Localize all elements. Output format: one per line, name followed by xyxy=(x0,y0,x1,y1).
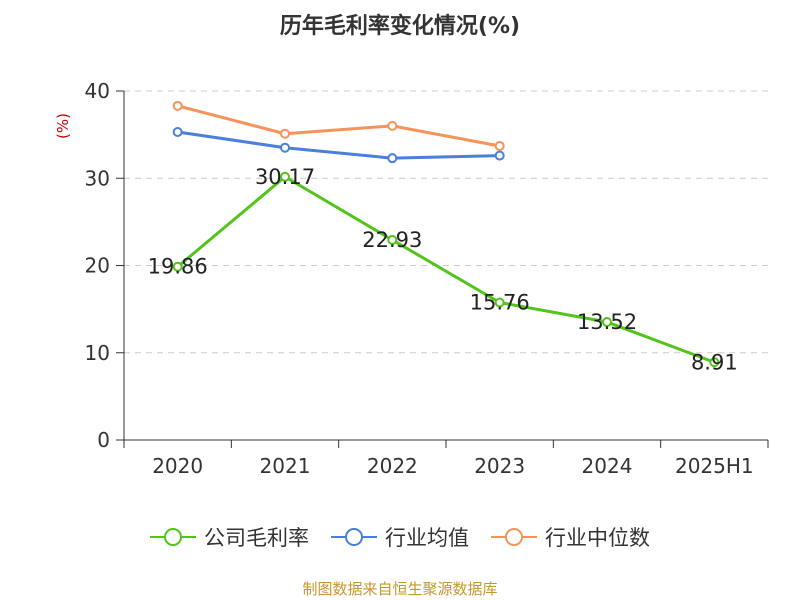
series-line-2 xyxy=(177,104,500,148)
axes xyxy=(116,90,769,448)
legend-label-industry-avg: 行业均值 xyxy=(385,526,469,550)
legend-marker-industry-median xyxy=(491,528,537,546)
line-chart: 0 10 20 30 40 2020 2021 2022 2023 2024 2025H1 (%)… xyxy=(54,79,769,478)
data-point xyxy=(172,127,183,138)
data-label: 15.76 xyxy=(470,290,530,314)
data-label: 8.91 xyxy=(691,350,738,374)
data-label: 30.17 xyxy=(255,165,315,189)
y-tick-label: 40 xyxy=(85,79,110,103)
x-tick-label: 2022 xyxy=(367,454,418,478)
data-point xyxy=(387,120,398,131)
data-point xyxy=(172,261,183,272)
data-point xyxy=(280,142,290,153)
y-axis-label: (%) xyxy=(54,113,72,139)
data-point xyxy=(387,234,398,245)
y-tick-label: 0 xyxy=(97,428,110,452)
data-point xyxy=(602,317,612,328)
source-note: 制图数据来自恒生聚源数据库 xyxy=(302,580,498,598)
legend-item-industry-median[interactable]: 行业中位数 xyxy=(491,522,650,552)
series-group xyxy=(172,100,720,368)
data-point xyxy=(280,171,290,182)
chart-title: 历年毛利率变化情况(%) xyxy=(279,14,521,39)
legend-item-industry-avg[interactable]: 行业均值 xyxy=(331,522,469,552)
data-point xyxy=(280,128,290,139)
x-tick-label: 2020 xyxy=(152,454,203,478)
data-point xyxy=(494,150,505,161)
x-tick-labels: 2020 2021 2022 2023 2024 2025H1 xyxy=(152,454,753,478)
data-labels: 19.86 30.17 22.93 15.76 13.52 8.91 xyxy=(148,165,738,374)
legend: 公司毛利率 行业均值 行业中位数 xyxy=(0,522,800,552)
data-point xyxy=(172,100,183,111)
data-point xyxy=(494,297,505,308)
x-tick-label: 2025H1 xyxy=(675,454,754,478)
legend-item-company[interactable]: 公司毛利率 xyxy=(150,522,309,552)
series-line-0 xyxy=(176,175,715,364)
x-tick-label: 2024 xyxy=(582,454,633,478)
data-label: 19.86 xyxy=(148,255,208,279)
data-point xyxy=(494,140,505,151)
legend-marker-company xyxy=(150,528,196,546)
data-point xyxy=(387,153,398,164)
y-tick-label: 10 xyxy=(85,341,110,365)
x-tick-label: 2021 xyxy=(260,454,311,478)
data-label: 22.93 xyxy=(362,228,422,252)
x-tick-label: 2023 xyxy=(474,454,525,478)
y-tick-label: 20 xyxy=(85,254,110,278)
legend-label-industry-median: 行业中位数 xyxy=(545,526,650,550)
series-line-1 xyxy=(177,130,500,160)
data-point xyxy=(709,357,720,368)
y-tick-label: 30 xyxy=(85,166,110,190)
legend-label-company: 公司毛利率 xyxy=(204,526,309,550)
grid-lines xyxy=(124,90,768,354)
legend-marker-industry-avg xyxy=(331,528,377,546)
y-tick-labels: 0 10 20 30 40 xyxy=(85,79,110,452)
data-label: 13.52 xyxy=(577,310,637,334)
